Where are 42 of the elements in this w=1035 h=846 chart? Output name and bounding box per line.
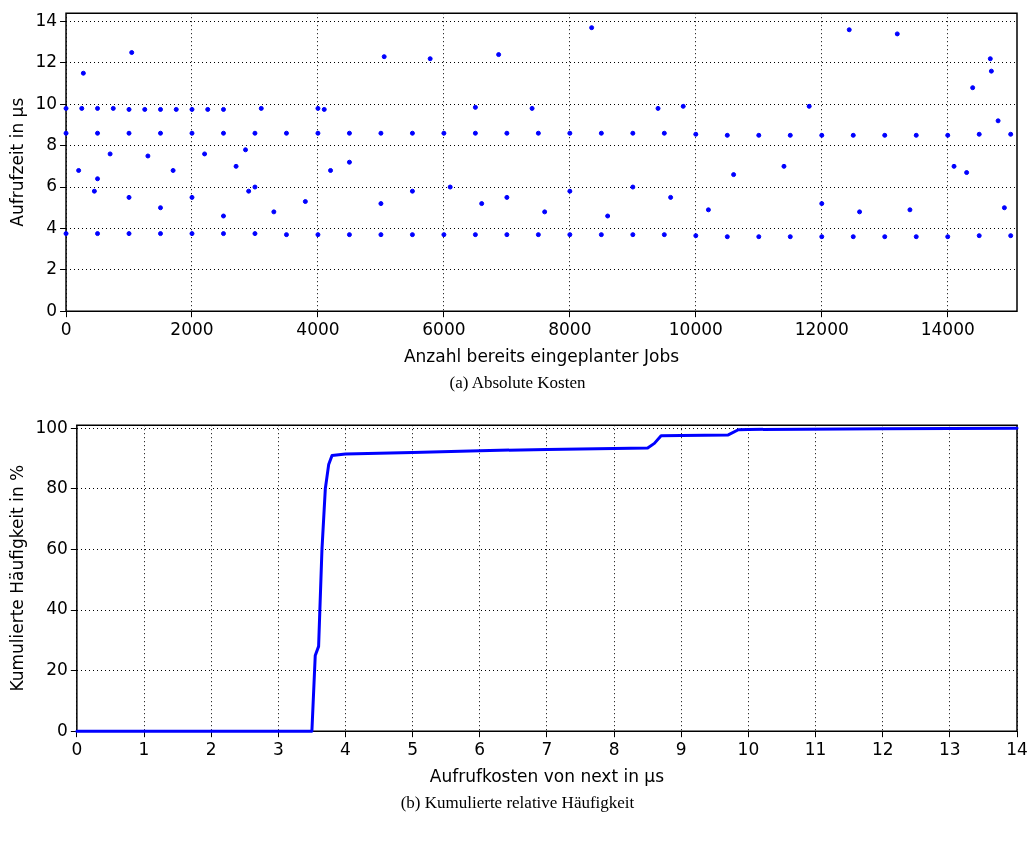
x-axis-title: Aufrufkosten von next in µs [429,766,665,787]
x-tick-label: 4 [340,738,351,759]
y-tick-label: 2 [46,258,58,279]
x-tick-label: 10 [737,738,760,759]
x-tick-label: 13 [939,738,961,759]
x-tick-label: 8 [608,738,620,759]
x-tick-label: 4000 [296,318,340,339]
y-axis-title: Aufrufzeit in µs [6,97,27,227]
y-tick-label: 100 [35,416,68,437]
y-tick-label: 0 [57,719,68,740]
y-tick-label: 14 [35,9,58,30]
x-axis-title: Anzahl bereits eingeplanter Jobs [403,346,680,367]
x-tick-label: 12000 [794,318,849,339]
x-tick-label: 11 [804,738,827,759]
y-tick-label: 4 [46,216,58,237]
y-tick-label: 60 [46,537,68,558]
y-tick-label: 12 [35,51,58,72]
x-tick-label: 14 [1006,738,1028,759]
y-tick-label: 6 [46,175,58,196]
y-tick-label: 8 [46,134,58,155]
y-axis-title: Kumulierte Häufigkeit in % [6,464,27,692]
text: (a) Absolute Kosten [448,372,587,394]
y-tick-label: 40 [46,598,68,619]
x-tick-label: 5 [407,738,419,759]
x-tick-label: 6 [474,738,486,759]
x-tick-label: 8000 [548,318,592,339]
y-tick-label: 10 [35,92,58,113]
x-tick-label: 0 [71,738,83,759]
x-tick-label: 7 [541,738,553,759]
x-tick-label: 2000 [170,318,214,339]
text: (b) Kumulierte relative Häufigkeit [399,792,636,814]
x-tick-label: 12 [871,738,894,759]
x-tick-label: 3 [272,738,284,759]
y-tick-label: 80 [46,477,68,498]
x-tick-label: 1 [138,738,150,759]
x-tick-label: 9 [675,738,687,759]
x-tick-label: 2 [205,738,217,759]
y-tick-label: 20 [46,659,68,680]
x-tick-label: 10000 [668,318,723,339]
x-tick-label: 6000 [422,318,466,339]
x-tick-label: 14000 [920,318,975,339]
y-tick-label: 0 [46,299,58,320]
